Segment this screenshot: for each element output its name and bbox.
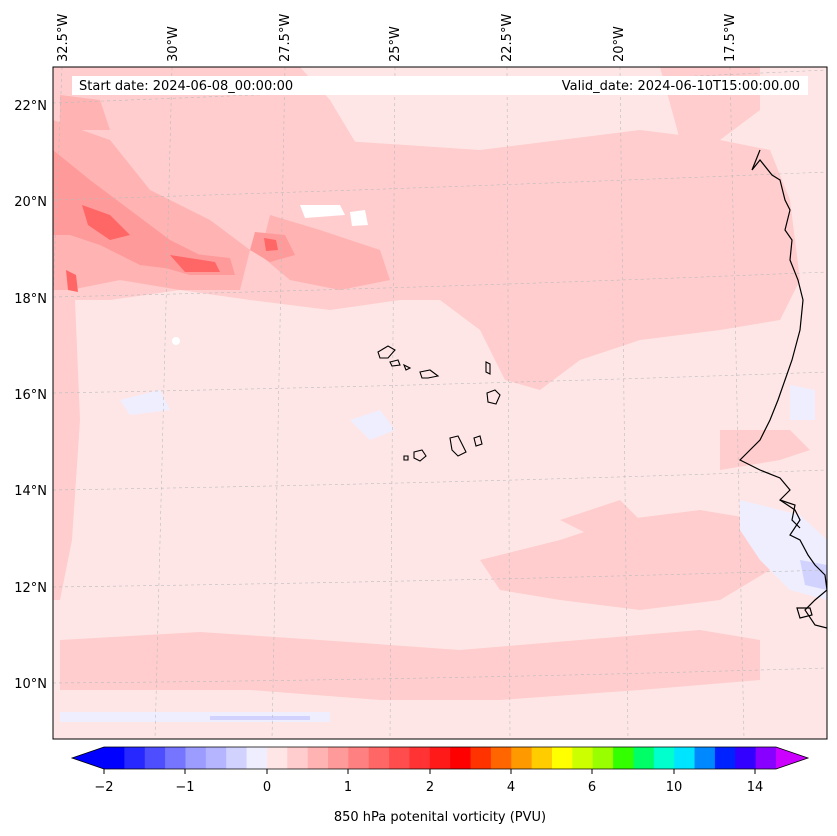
colorbar-cell [104, 747, 125, 769]
pv-field-medium [53, 95, 390, 290]
lat-label-16n: 16°N [14, 388, 47, 403]
colorbar-cell [755, 747, 777, 769]
colorbar-cell [714, 747, 736, 769]
lat-label-20n: 20°N [14, 195, 47, 210]
colorbar-cell [389, 747, 411, 769]
colorbar-cell [368, 747, 390, 769]
map-frame [52, 66, 828, 740]
lon-label-27.5w: 27.5°W [278, 14, 293, 62]
colorbar-low-extend [72, 747, 104, 769]
lon-label-22.5w: 22.5°W [500, 14, 515, 62]
lat-label-12n: 12°N [14, 581, 47, 596]
lon-label-25w: 25°W [388, 26, 403, 62]
pv-white-spot [172, 337, 180, 345]
cb-tick-14: 14 [747, 780, 764, 795]
graticule [53, 67, 827, 739]
pv-field-negative-2 [210, 560, 827, 720]
colorbar-cell [592, 747, 614, 769]
colorbar-cell [328, 747, 349, 769]
colorbar-cell [613, 747, 635, 769]
cb-tick-6: 6 [588, 780, 596, 795]
pv-field-peak [66, 205, 278, 292]
colorbar-cell [511, 747, 533, 769]
colorbar-cell [185, 747, 207, 769]
coastline [738, 149, 827, 629]
colorbar-cell [572, 747, 594, 769]
colorbar-high-extend [776, 747, 808, 769]
cb-tick-4: 4 [507, 780, 515, 795]
colorbar-cell [735, 747, 757, 769]
colorbar-cell [165, 747, 187, 769]
colorbar-cell [633, 747, 655, 769]
colorbar-cell [429, 747, 451, 769]
annotation-box [72, 76, 808, 95]
colorbar-cell [490, 747, 512, 769]
cb-tick-10: 10 [666, 780, 683, 795]
lat-label-14n: 14°N [14, 484, 47, 499]
colorbar: −2 −1 0 1 2 4 6 10 14 850 hPa potenital … [70, 746, 810, 825]
longitude-labels: 32.5°W 30°W 27.5°W 25°W 22.5°W 20°W 17.5… [56, 14, 738, 62]
lon-label-30w: 30°W [166, 26, 181, 62]
lon-label-20w: 20°W [612, 26, 627, 62]
colorbar-cell [226, 747, 248, 769]
colorbar-cell [246, 747, 268, 769]
colorbar-cell [552, 747, 573, 769]
cb-tick-neg1: −1 [175, 780, 194, 795]
lat-label-10n: 10°N [14, 677, 47, 692]
lon-label-17.5w: 17.5°W [723, 14, 738, 62]
cb-tick-0: 0 [263, 780, 271, 795]
cb-tick-1: 1 [344, 780, 352, 795]
colorbar-cell [674, 747, 696, 769]
colorbar-cell [653, 747, 675, 769]
colorbar-ticks [103, 769, 756, 774]
colorbar-cell [531, 747, 553, 769]
colorbar-cell [266, 747, 288, 769]
colorbar-cell [450, 747, 472, 769]
latitude-labels: 22°N 20°N 18°N 16°N 14°N 12°N 10°N [14, 99, 47, 692]
lat-label-22n: 22°N [14, 99, 47, 114]
colorbar-cell [348, 747, 370, 769]
colorbar-cell [307, 747, 329, 769]
colorbar-cell [124, 747, 146, 769]
valid-date-label: Valid_date: 2024-06-10T15:00:00.00 [562, 79, 800, 94]
cape-verde-islands [377, 345, 501, 462]
colorbar-cells [104, 747, 777, 769]
colorbar-cell [409, 747, 431, 769]
start-date-label: Start date: 2024-06-08_00:00:00 [79, 79, 293, 94]
colorbar-cell [287, 747, 309, 769]
colorbar-tick-labels: −2 −1 0 1 2 4 6 10 14 [94, 780, 763, 795]
map-panel [53, 67, 827, 739]
pv-white-patches [300, 205, 368, 226]
colorbar-cell [470, 747, 492, 769]
colorbar-label: 850 hPa potenital vorticity (PVU) [334, 810, 546, 825]
lon-label-32.5w: 32.5°W [56, 14, 71, 62]
colorbar-cell [694, 747, 716, 769]
colorbar-cell [144, 747, 166, 769]
cb-tick-2: 2 [426, 780, 434, 795]
cb-tick-neg2: −2 [94, 780, 113, 795]
colorbar-cell [205, 747, 227, 769]
lat-label-18n: 18°N [14, 292, 47, 307]
